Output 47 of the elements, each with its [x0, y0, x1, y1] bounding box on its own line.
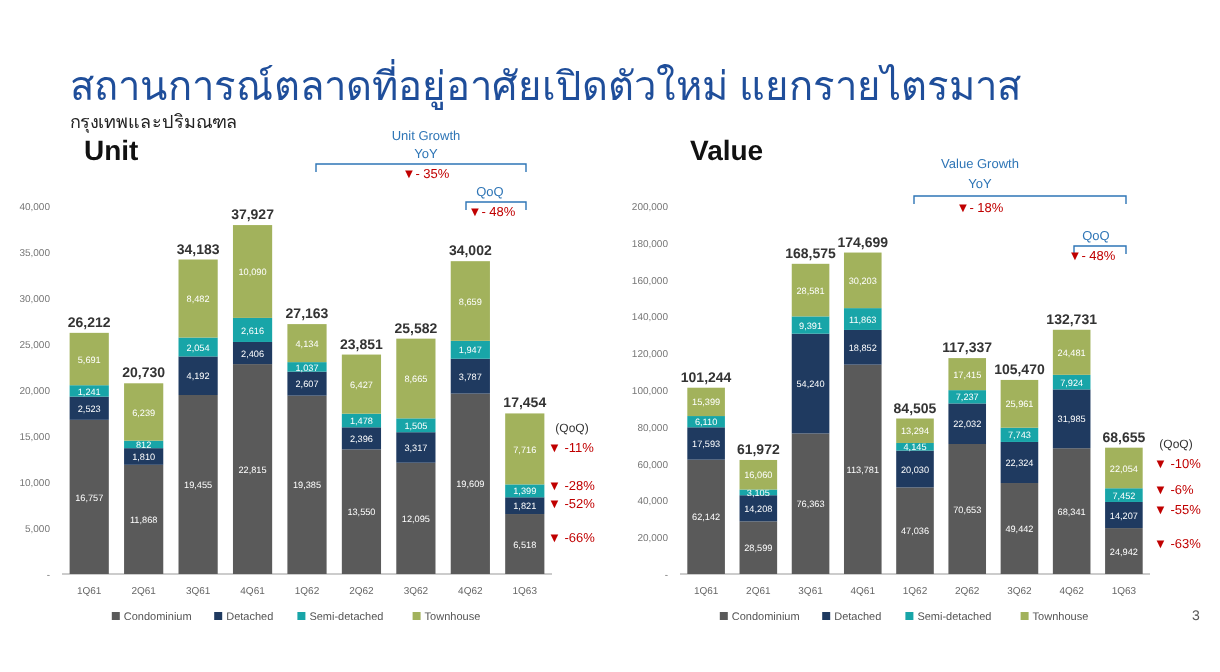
bar — [1000, 441, 1039, 484]
bar — [1105, 528, 1143, 574]
bar — [505, 413, 545, 485]
bar — [69, 332, 109, 386]
bar — [739, 521, 778, 574]
bar — [948, 403, 987, 444]
bar — [232, 225, 273, 318]
bar — [69, 419, 109, 574]
bar — [687, 459, 725, 574]
bar — [396, 462, 436, 574]
chart-title: Value — [690, 134, 764, 166]
bar — [1052, 329, 1091, 375]
bar — [396, 338, 436, 419]
bar — [450, 261, 490, 341]
bar — [1052, 389, 1091, 449]
bar — [341, 354, 382, 414]
bar — [505, 514, 545, 574]
text: สถานการณ์ตลาดที่อยู่อาศัยเปิดตัวใหม่ แยกรายไตรมาส — [70, 58, 1022, 112]
bar — [791, 433, 830, 574]
bar — [791, 333, 830, 434]
chart-title: Unit — [84, 134, 140, 166]
bar — [843, 329, 882, 365]
bar — [178, 356, 218, 396]
bar — [843, 252, 882, 309]
bar — [178, 259, 218, 338]
bar — [948, 444, 987, 574]
bar — [948, 358, 987, 391]
bar — [124, 383, 164, 441]
bar — [450, 358, 490, 394]
bar — [178, 395, 218, 574]
bar — [396, 432, 436, 463]
bar — [232, 364, 273, 574]
bar — [687, 427, 725, 460]
bar — [287, 371, 327, 396]
bar — [791, 263, 830, 317]
bar — [1000, 483, 1039, 574]
text: กรุงเทพและปริมณฑล — [70, 112, 238, 134]
bar — [124, 464, 164, 574]
bar — [341, 449, 382, 574]
bar — [287, 395, 327, 574]
bar — [287, 324, 327, 363]
bar — [1000, 379, 1039, 428]
bar — [450, 393, 490, 574]
bar — [1105, 447, 1143, 489]
bar — [896, 487, 934, 574]
bar — [843, 364, 882, 574]
bar — [1052, 448, 1091, 574]
